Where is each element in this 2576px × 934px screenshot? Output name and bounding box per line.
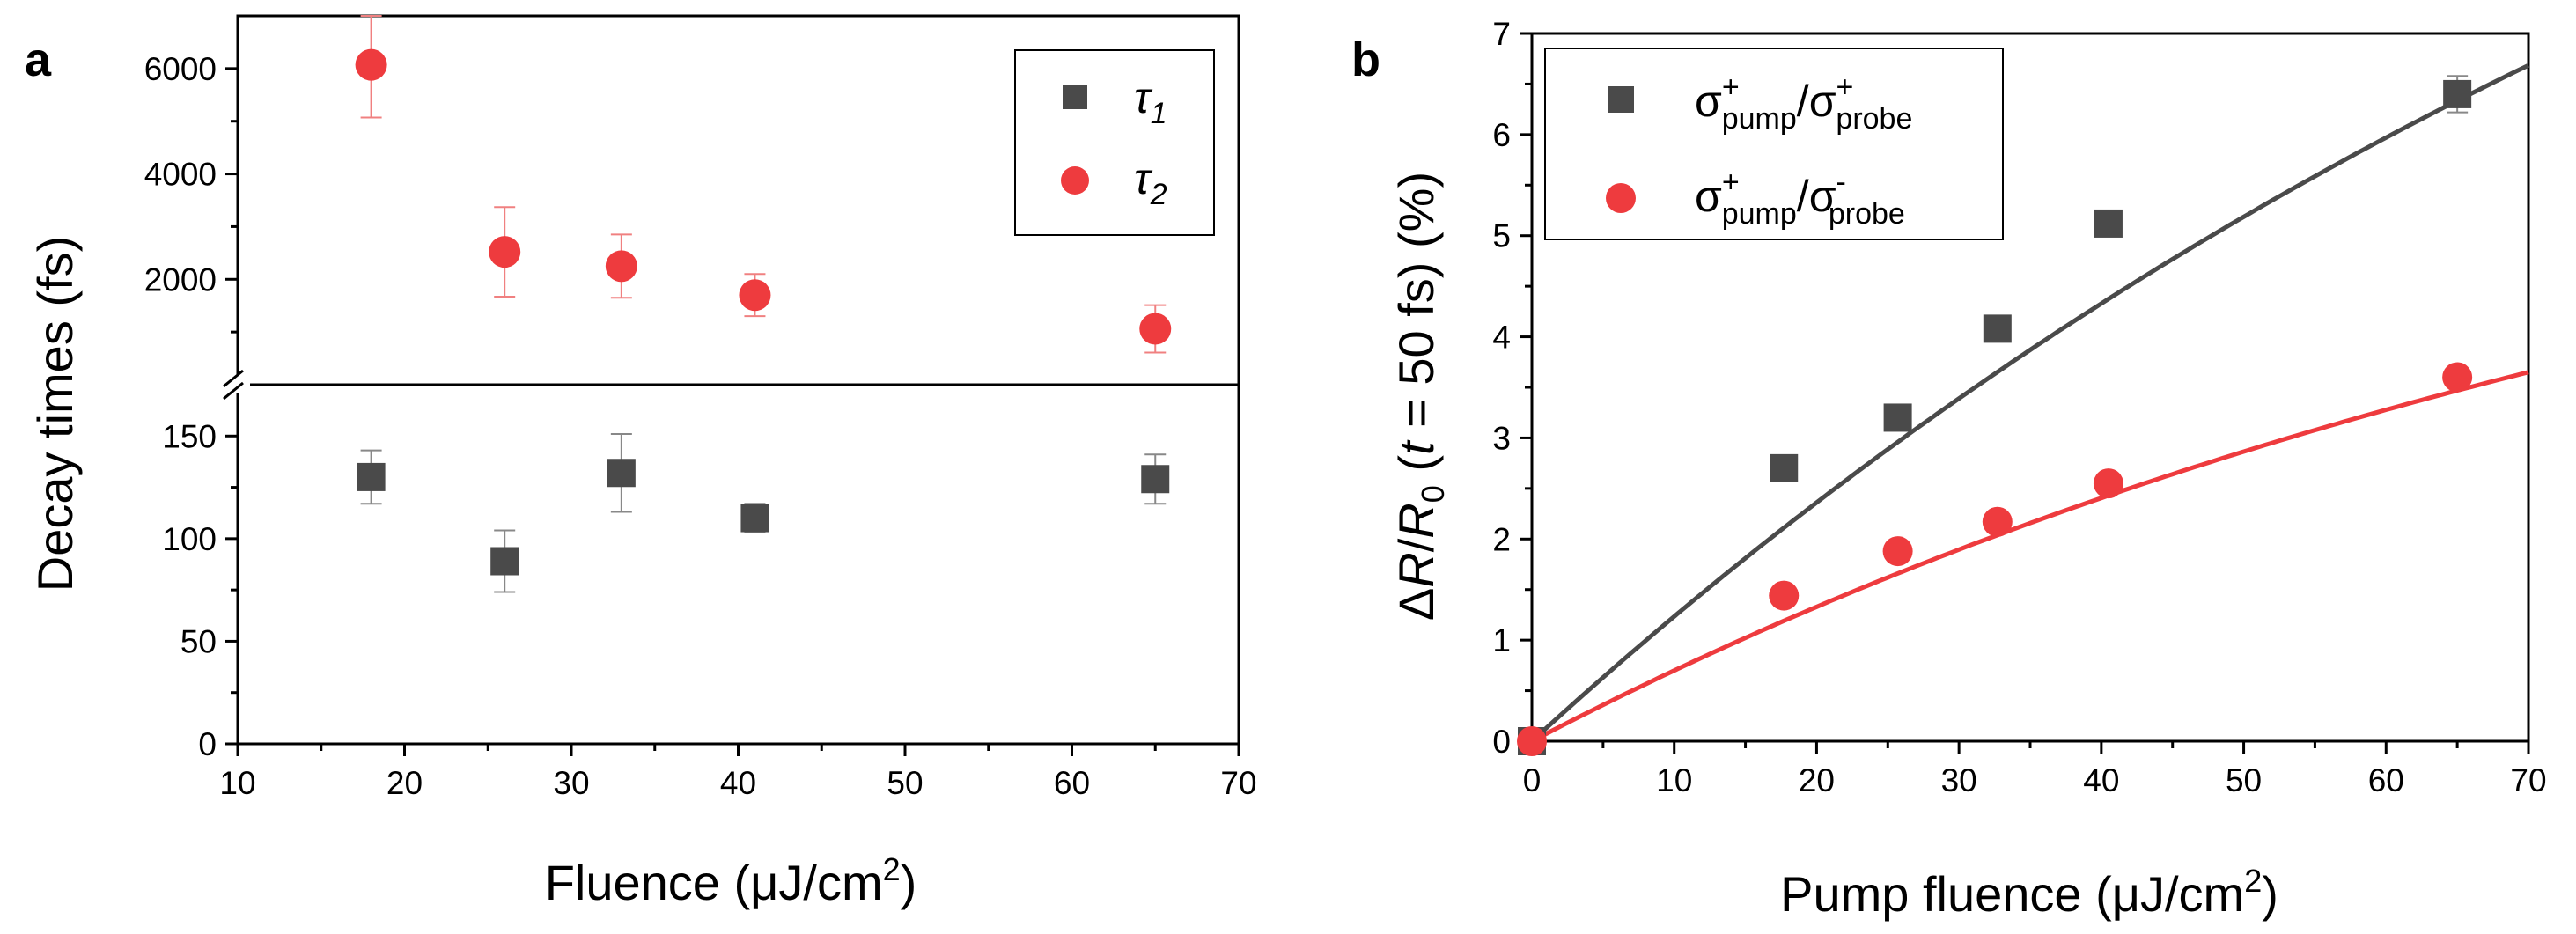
panel-b-ticks: 0 10 20 30 40 50 60 70 0 1 2 3 4 5 6 7 bbox=[1492, 16, 2546, 798]
x-tick-label: 60 bbox=[2368, 762, 2404, 798]
panel-b-xlabel: Pump fluence (μJ/cm2) bbox=[1780, 863, 2278, 922]
data-point-crosspol bbox=[1982, 506, 2013, 537]
panel-a-legend: τ1 τ2 bbox=[1014, 49, 1215, 236]
panel-a: a 10 20 30 40 50 60 70 0 50 100 150 2000 4000 6000 τ1… bbox=[25, 14, 1257, 910]
data-point-crosspol bbox=[1517, 726, 1547, 756]
legend-marker-crosspol bbox=[1606, 183, 1636, 213]
y-tick-label: 2000 bbox=[144, 261, 217, 298]
panel-a-ticks: 10 20 30 40 50 60 70 0 50 100 150 2000 4000 6000 bbox=[144, 51, 1257, 801]
data-point-copol bbox=[1883, 403, 1912, 432]
data-point-crosspol bbox=[1769, 580, 1800, 611]
panel-b: b 0 10 20 30 40 50 60 70 0 1 2 3 4 5 6 7 σ+ pump/σ+ probe… bbox=[1351, 16, 2547, 922]
x-tick-label: 10 bbox=[219, 765, 255, 801]
data-point-tau1 bbox=[740, 504, 769, 533]
data-point-crosspol bbox=[2093, 468, 2123, 499]
x-tick-label: 10 bbox=[1656, 762, 1692, 798]
data-point-tau2 bbox=[489, 236, 521, 268]
y-tick-label: 50 bbox=[180, 623, 217, 659]
axis-break-mark bbox=[223, 381, 244, 401]
data-point-tau1 bbox=[357, 462, 386, 491]
legend-box bbox=[1014, 49, 1215, 236]
x-tick-label: 0 bbox=[1523, 762, 1542, 798]
data-point-tau2 bbox=[605, 250, 637, 283]
panel-a-label: a bbox=[25, 33, 52, 86]
y-tick-label: 7 bbox=[1492, 16, 1511, 52]
axis-break-mark bbox=[223, 369, 244, 388]
legend-label-copol: σ+ pump/σ+ probe bbox=[1695, 70, 1912, 136]
panel-b-ylabel: ΔR/R0 (t = 50 fs) (%) bbox=[1388, 172, 1451, 621]
panel-b-legend: σ+ pump/σ+ probe σ+ pump/σ-probe bbox=[1544, 48, 2004, 240]
panel-b-label: b bbox=[1351, 33, 1380, 86]
x-tick-label: 20 bbox=[1799, 762, 1835, 798]
y-tick-label: 3 bbox=[1492, 420, 1511, 456]
data-point-crosspol bbox=[1882, 536, 1913, 567]
x-tick-label: 40 bbox=[2083, 762, 2119, 798]
y-tick-label: 0 bbox=[1492, 724, 1511, 760]
legend-label-crosspol: σ+ pump/σ-probe bbox=[1695, 165, 1905, 231]
y-tick-label: 2 bbox=[1492, 521, 1511, 557]
data-point-tau1 bbox=[490, 547, 519, 576]
panel-b-data bbox=[1517, 75, 2473, 756]
data-point-copol bbox=[2443, 79, 2472, 108]
legend-label-tau2: τ2 bbox=[1134, 154, 1167, 211]
x-tick-label: 50 bbox=[887, 765, 923, 801]
legend-marker-tau2 bbox=[1061, 166, 1089, 195]
legend-label-tau1: τ1 bbox=[1134, 73, 1167, 130]
data-point-tau2 bbox=[1139, 313, 1172, 345]
y-tick-label: 150 bbox=[162, 418, 217, 454]
data-point-copol bbox=[1983, 314, 2012, 343]
x-tick-label: 30 bbox=[553, 765, 589, 801]
data-point-crosspol bbox=[2442, 362, 2473, 393]
x-tick-label: 30 bbox=[1941, 762, 1977, 798]
panel-a-xlabel: Fluence (μJ/cm2) bbox=[545, 851, 917, 910]
panel-a-data bbox=[355, 15, 1172, 593]
y-tick-label: 100 bbox=[162, 521, 217, 557]
data-point-tau2 bbox=[739, 279, 771, 312]
fit-line-crosspol bbox=[1530, 370, 2529, 744]
data-point-tau2 bbox=[355, 48, 387, 81]
x-tick-label: 70 bbox=[1220, 765, 1256, 801]
data-point-tau1 bbox=[607, 459, 636, 488]
y-tick-label: 4 bbox=[1492, 320, 1511, 356]
panel-a-ylabel: Decay times (fs) bbox=[27, 236, 83, 592]
y-tick-label: 4000 bbox=[144, 157, 217, 193]
legend-marker-tau1 bbox=[1063, 85, 1087, 109]
x-tick-label: 50 bbox=[2226, 762, 2262, 798]
y-tick-label: 6 bbox=[1492, 117, 1511, 153]
axis-break-gap bbox=[225, 376, 250, 393]
fit-line-copol bbox=[1530, 63, 2530, 743]
panel-b-fit-lines bbox=[1530, 63, 2530, 744]
x-tick-label: 70 bbox=[2510, 762, 2546, 798]
x-tick-label: 60 bbox=[1054, 765, 1090, 801]
x-tick-label: 20 bbox=[386, 765, 423, 801]
y-tick-label: 5 bbox=[1492, 218, 1511, 254]
data-point-tau1 bbox=[1141, 465, 1170, 494]
y-tick-label: 6000 bbox=[144, 51, 217, 87]
legend-marker-copol bbox=[1608, 86, 1634, 113]
y-tick-label: 1 bbox=[1492, 622, 1511, 658]
data-point-copol bbox=[1770, 453, 1799, 482]
y-tick-label: 0 bbox=[198, 726, 217, 762]
data-point-copol bbox=[2094, 209, 2123, 238]
x-tick-label: 40 bbox=[720, 765, 756, 801]
